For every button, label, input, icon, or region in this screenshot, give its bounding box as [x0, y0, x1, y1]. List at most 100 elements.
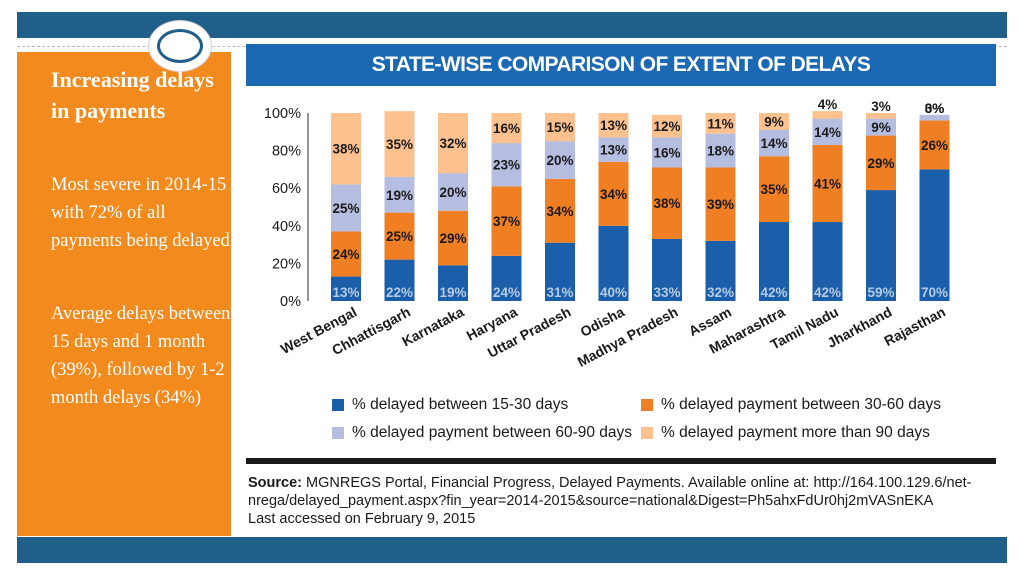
legend-swatch-icon [641, 399, 653, 411]
data-label: 34% [546, 204, 573, 219]
bar-segment-1 [919, 169, 950, 301]
data-label: 20% [439, 185, 466, 200]
data-label: 26% [921, 138, 948, 153]
data-label: 16% [493, 121, 520, 136]
bar-segment-1 [652, 238, 682, 301]
data-label: 37% [493, 214, 520, 229]
data-label: 24% [332, 247, 359, 262]
bar-segment-1 [866, 190, 896, 301]
bar-segment-1 [331, 276, 361, 301]
bar-segment-3 [705, 133, 736, 168]
bar-segment-2 [652, 167, 682, 239]
x-category-label: Rajasthan [881, 304, 948, 350]
bar-segment-2 [759, 156, 789, 223]
y-tick-label: 80% [272, 144, 301, 160]
data-label: 11% [707, 116, 733, 131]
side-paragraph-average-delays: Average delays between 15 days and 1 mon… [51, 304, 231, 408]
bar-segment-3 [331, 184, 361, 232]
legend-swatch-icon [332, 427, 344, 439]
data-label: 41% [814, 177, 841, 192]
data-label: 3% [925, 101, 945, 116]
bar-segment-2 [919, 120, 950, 170]
legend-swatch-icon [332, 399, 344, 411]
data-label: 35% [386, 137, 413, 152]
bar-segment-2 [812, 144, 843, 223]
bar-segment-1 [598, 225, 629, 301]
bar-segment-3 [919, 114, 950, 121]
bar-segment-4 [545, 113, 575, 142]
bar-segment-3 [438, 173, 468, 211]
x-category-label: Karnataka [399, 303, 466, 349]
data-label: 31% [546, 285, 573, 300]
chart-container: STATE-WISE COMPARISON OF EXTENT OF DELAY… [246, 44, 996, 464]
data-label: 20% [546, 153, 573, 168]
bar-segment-1 [545, 242, 575, 301]
bar-segment-1 [705, 240, 736, 301]
data-label: 38% [653, 196, 680, 211]
data-label: 34% [600, 187, 627, 202]
data-label: 39% [707, 197, 734, 212]
chart-bottom-rule [246, 458, 996, 464]
source-note: Source: MGNREGS Portal, Financial Progre… [248, 474, 1008, 528]
bar-segment-1 [759, 222, 789, 301]
bar-segment-3 [652, 137, 682, 168]
y-tick-label: 40% [272, 219, 301, 235]
bar-segment-4 [812, 111, 843, 119]
bar-segment-4 [384, 111, 415, 177]
data-label: 9% [871, 120, 891, 135]
data-label: 24% [493, 285, 520, 300]
data-label: 40% [600, 285, 627, 300]
bar-segment-4 [438, 113, 468, 174]
data-label: 4% [818, 97, 838, 112]
y-tick-label: 100% [264, 106, 301, 122]
bar-segment-2 [705, 167, 736, 241]
data-label: 59% [867, 285, 894, 300]
bar-segment-1 [438, 265, 468, 301]
y-tick-label: 0% [280, 294, 301, 310]
bar-segment-3 [384, 176, 415, 213]
bar-segment-2 [384, 212, 415, 260]
data-label: 42% [814, 285, 841, 300]
data-label: 32% [707, 285, 734, 300]
bar-segment-4 [705, 113, 736, 134]
bar-segment-2 [545, 178, 575, 243]
bar-segment-2 [491, 186, 522, 256]
data-label: 19% [386, 188, 413, 203]
data-label: 29% [439, 231, 466, 246]
ring-logo-icon [148, 20, 212, 72]
legend-label: % delayed payment more than 90 days [661, 424, 930, 441]
data-label: 33% [653, 285, 680, 300]
bar-segment-4 [598, 113, 629, 138]
data-label: 32% [439, 136, 466, 151]
data-label: 25% [386, 229, 413, 244]
data-label: 23% [493, 158, 520, 173]
bar-segment-4 [866, 113, 896, 119]
bar-segment-4 [652, 114, 682, 138]
bar-segment-3 [812, 118, 843, 145]
data-label: 70% [921, 285, 948, 300]
bar-segment-3 [759, 129, 789, 157]
data-label: 15% [546, 120, 573, 135]
data-label: 29% [867, 156, 894, 171]
data-label: 35% [760, 182, 787, 197]
data-label: 14% [760, 136, 787, 151]
stacked-bar-chart: 0%20%40%60%80%100%13%24%25%38%West Benga… [264, 97, 950, 370]
slide-heading: Increasing delays in payments [51, 67, 214, 123]
source-line-2: nrega/delayed_payment.aspx?fin_year=2014… [248, 493, 934, 509]
y-tick-label: 60% [272, 181, 301, 197]
source-label: Source: [248, 475, 302, 491]
side-panel [17, 52, 231, 536]
data-label: 13% [332, 285, 359, 300]
bar-segment-3 [866, 118, 896, 136]
bar-segment-1 [384, 259, 415, 301]
y-tick-label: 20% [272, 256, 301, 272]
legend-label: % delayed payment between 60-90 days [352, 424, 633, 441]
data-label: 13% [600, 143, 627, 158]
legend-label: % delayed between 15-30 days [352, 396, 569, 413]
bar-segment-3 [598, 137, 629, 162]
bar-segment-4 [491, 113, 522, 144]
legend-swatch-icon [641, 427, 653, 439]
data-label: 12% [653, 119, 680, 134]
data-label: 42% [760, 285, 787, 300]
data-label: 25% [332, 201, 359, 216]
